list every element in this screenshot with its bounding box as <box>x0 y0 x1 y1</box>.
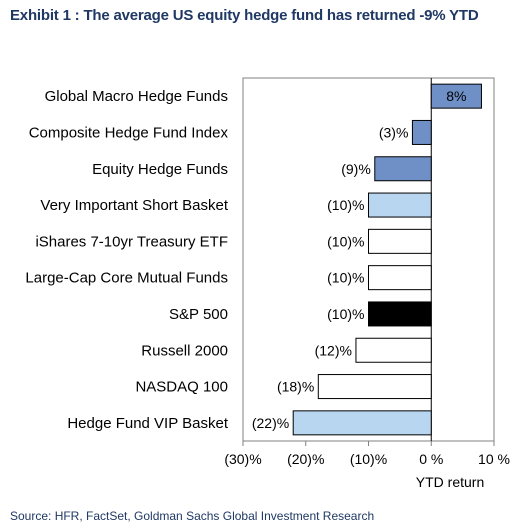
bar <box>374 156 432 182</box>
value-label: (10)% <box>327 306 364 322</box>
x-tick-label: (20)% <box>287 451 324 467</box>
value-label: (10)% <box>327 197 364 213</box>
category-label: Russell 2000 <box>141 342 228 359</box>
x-tick-label: 0 % <box>419 451 443 467</box>
bar <box>368 301 432 327</box>
bar <box>368 228 432 254</box>
value-label: (3)% <box>379 124 409 140</box>
value-label: (22)% <box>252 415 289 431</box>
category-label: Composite Hedge Fund Index <box>29 124 229 141</box>
source-note: Source: HFR, FactSet, Goldman Sachs Glob… <box>10 509 375 523</box>
bar <box>411 119 432 145</box>
value-label: (9)% <box>341 161 371 177</box>
bar <box>368 265 432 291</box>
category-label: S&P 500 <box>169 306 228 323</box>
category-label: NASDAQ 100 <box>135 379 228 396</box>
category-label: Equity Hedge Funds <box>92 161 228 178</box>
chart-title: Exhibit 1 : The average US equity hedge … <box>10 7 479 24</box>
category-label: Hedge Fund VIP Basket <box>67 415 228 432</box>
x-tick-label: (30)% <box>224 451 261 467</box>
plot-area: (30)% (20)% (10)% 0 % 10 % YTD return Global M… <box>25 77 510 490</box>
category-label: iShares 7-10yr Treasury ETF <box>35 233 228 250</box>
value-label: (10)% <box>327 233 364 249</box>
x-tick-label: 10 % <box>478 451 510 467</box>
x-tick-label: (10)% <box>350 451 387 467</box>
bar <box>430 83 482 109</box>
value-label: (12)% <box>315 342 352 358</box>
x-axis-title: YTD return <box>416 474 484 490</box>
category-label: Large-Cap Core Mutual Funds <box>25 270 228 287</box>
value-label: 8% <box>446 88 466 104</box>
value-label: (10)% <box>327 270 364 286</box>
value-label: (18)% <box>277 379 314 395</box>
bar <box>368 192 432 218</box>
bar <box>292 410 432 436</box>
bar <box>355 337 432 363</box>
category-label: Global Macro Hedge Funds <box>45 88 228 105</box>
bar <box>317 374 432 400</box>
category-label: Very Important Short Basket <box>40 197 228 214</box>
